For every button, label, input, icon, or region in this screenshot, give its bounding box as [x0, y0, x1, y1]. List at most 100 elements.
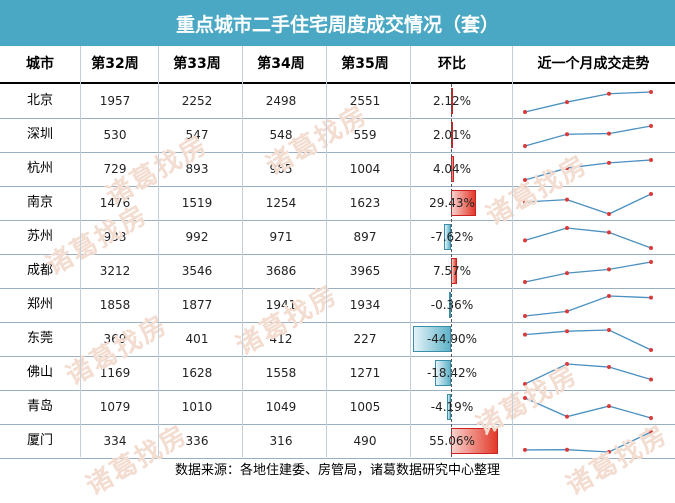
cell-week-value: 316	[269, 434, 293, 448]
sparkline-point	[523, 332, 527, 337]
change-label: 4.04%	[432, 162, 472, 176]
cell-week-value: 227	[353, 332, 377, 346]
change-label: 55.06%	[429, 434, 475, 448]
sparkline-point	[607, 212, 611, 216]
cell-city: 东莞	[26, 331, 53, 346]
trend-sparkline	[523, 192, 653, 216]
sparkline-path	[524, 329, 652, 351]
sparkline-point	[523, 396, 527, 400]
change-label: 7.57%	[432, 264, 472, 278]
cell-week-value: 1628	[181, 366, 213, 380]
change-bar	[435, 360, 451, 386]
cell-city: 北京	[26, 93, 53, 108]
cell-week-value: 336	[185, 434, 209, 448]
cell-week-value: 490	[353, 434, 377, 448]
cell-week-value: 1558	[265, 366, 297, 380]
sparkline-path	[524, 397, 652, 419]
table-header: 城市 第32周 第33周 第34周 第35周 环比 近一个月成交走势	[0, 46, 675, 84]
table-row: 杭州 729 893 965 1004 4.04%	[0, 152, 675, 187]
cell-week-value: 1049	[265, 400, 297, 414]
trend-sparkline	[523, 260, 653, 284]
table-row: 成都 3212 3546 3686 3965 7.57%	[0, 254, 675, 289]
cell-week-value: 401	[185, 332, 209, 346]
sparkline-point	[523, 238, 527, 243]
sparkline-point	[649, 246, 653, 250]
sparkline-point	[523, 144, 527, 148]
column-divider	[512, 46, 513, 457]
sparkline-point	[607, 365, 611, 370]
cell-week-value: 992	[185, 230, 209, 244]
chart-title: 重点城市二手住宅周度成交情况（套）	[0, 0, 675, 46]
change-label: -7.62%	[430, 230, 474, 244]
sparkline-point	[649, 416, 653, 420]
table-row: 青岛 1079 1010 1049 1005 -4.19%	[0, 390, 675, 425]
zero-axis-line	[451, 84, 452, 457]
sparkline-point	[607, 131, 611, 136]
cell-city: 苏州	[26, 229, 53, 244]
cell-week-value: 412	[269, 332, 293, 346]
cell-week-value: 1877	[181, 298, 213, 312]
cell-week-value: 1254	[265, 196, 297, 210]
cell-city: 深圳	[26, 127, 53, 142]
sparkline-path	[524, 125, 652, 147]
sparkline-point	[607, 404, 611, 409]
change-bar	[451, 428, 498, 454]
sparkline-point	[607, 267, 611, 272]
cell-week-value: 897	[353, 230, 377, 244]
change-label: 2.01%	[432, 128, 472, 142]
sparkline-point	[565, 309, 569, 314]
cell-city: 郑州	[26, 297, 53, 312]
sparkline-point	[523, 382, 527, 386]
sparkline-point	[565, 132, 569, 137]
sparkline-point	[649, 348, 653, 352]
source-note: 数据来源：各地住建委、房管局，诸葛数据研究中心整理	[174, 463, 500, 478]
table-row: 深圳 530 547 548 559 2.01%	[0, 118, 675, 153]
cell-week-value: 547	[185, 128, 209, 142]
sparkline-point	[565, 329, 569, 334]
change-bar	[444, 224, 451, 250]
change-bar	[449, 292, 451, 318]
cell-week-value: 1476	[99, 196, 131, 210]
cell-week-value: 2252	[181, 94, 213, 108]
cell-week-value: 971	[269, 230, 293, 244]
cell-week-value: 1957	[99, 94, 131, 108]
sparkline-point	[565, 226, 569, 230]
table-row: 苏州 933 992 971 897 -7.62%	[0, 220, 675, 255]
trend-sparkline	[523, 362, 653, 386]
cell-week-value: 3212	[99, 264, 131, 278]
change-label: -4.19%	[430, 400, 474, 414]
header-week34: 第34周	[257, 56, 305, 72]
sparkline-point	[607, 160, 611, 165]
sparkline-point	[523, 110, 527, 114]
cell-week-value: 559	[353, 128, 377, 142]
table-row: 东莞 369 401 412 227 -44.90%	[0, 322, 675, 357]
cell-city: 厦门	[26, 433, 53, 448]
sparkline-point	[523, 199, 527, 204]
sparkline-point	[649, 377, 653, 382]
change-bar	[447, 394, 451, 420]
sparkline-path	[524, 91, 652, 113]
sparkline-point	[565, 166, 569, 171]
cell-city: 杭州	[26, 161, 53, 176]
change-label: 29.43%	[429, 196, 475, 210]
table-row: 南京 1476 1519 1254 1623 29.43%	[0, 186, 675, 221]
sparkline-point	[649, 158, 653, 162]
cell-week-value: 933	[103, 230, 127, 244]
change-label: 2.12%	[432, 94, 472, 108]
cell-city: 青岛	[26, 399, 53, 414]
sparkline-point	[565, 100, 569, 105]
header-city: 城市	[26, 56, 54, 72]
sparkline-point	[565, 197, 569, 202]
change-label: -44.90%	[426, 332, 478, 346]
column-divider	[242, 46, 243, 457]
cell-week-value: 3686	[265, 264, 297, 278]
sparkline-point	[565, 362, 569, 366]
trend-sparkline	[523, 90, 653, 114]
trend-sparkline	[523, 328, 653, 352]
cell-week-value: 1941	[265, 298, 297, 312]
cell-week-value: 334	[103, 434, 127, 448]
trend-sparkline	[523, 396, 653, 420]
sparkline-path	[524, 227, 652, 249]
sparkline-path	[524, 159, 652, 181]
